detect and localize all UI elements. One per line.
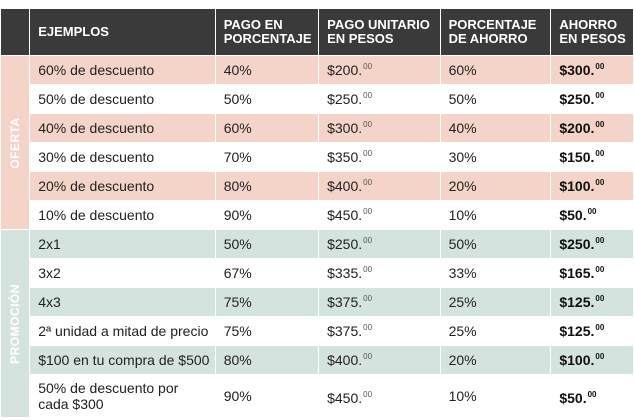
- cell-example: 50% de descuento por cada $300: [29, 374, 216, 418]
- cell-save-pct: 25%: [439, 287, 552, 317]
- cell-unit-price: $250.00: [318, 84, 441, 114]
- cell-unit-price: $300.00: [318, 113, 441, 143]
- header-pago-porcentaje: PAGO EN PORCENTAJE: [214, 8, 320, 56]
- table-row: 10% de descuento 90% $450.00 10% $50.00: [1, 200, 634, 230]
- cell-pay-pct: 67%: [214, 258, 320, 288]
- cell-save-amount: $50.00: [550, 374, 634, 418]
- cell-pay-pct: 75%: [214, 316, 320, 346]
- cell-save-amount: $100.00: [550, 171, 634, 201]
- cell-save-amount: $125.00: [550, 316, 634, 346]
- cell-example: $100 en tu compra de $500: [29, 345, 216, 375]
- cell-example: 50% de descuento: [29, 84, 216, 114]
- cell-save-amount: $200.00: [550, 113, 634, 143]
- table-row: 40% de descuento 60% $300.00 40% $200.00: [1, 113, 634, 143]
- header-pago-unitario: PAGO UNITARIO EN PESOS: [318, 8, 441, 56]
- savings-table: EJEMPLOS PAGO EN PORCENTAJE PAGO UNITARI…: [0, 8, 634, 418]
- table-row: 50% de descuento por cada $300 90% $450.…: [1, 374, 634, 418]
- cell-example: 20% de descuento: [29, 171, 216, 201]
- cell-save-amount: $100.00: [550, 345, 634, 375]
- cell-save-amount: $165.00: [550, 258, 634, 288]
- cell-unit-price: $200.00: [318, 55, 441, 85]
- cell-save-pct: 50%: [439, 229, 552, 259]
- cell-pay-pct: 80%: [214, 171, 320, 201]
- cell-unit-price: $350.00: [318, 142, 441, 172]
- cell-save-amount: $250.00: [550, 84, 634, 114]
- header-ahorro-pesos: AHORRO EN PESOS: [550, 8, 634, 56]
- cell-pay-pct: 50%: [214, 229, 320, 259]
- cell-save-pct: 10%: [439, 374, 552, 418]
- cell-save-pct: 20%: [439, 345, 552, 375]
- table-row: 3x2 67% $335.00 33% $165.00: [1, 258, 634, 288]
- table-row: 4x3 75% $375.00 25% $125.00: [1, 287, 634, 317]
- cell-pay-pct: 90%: [214, 374, 320, 418]
- cell-save-pct: 25%: [439, 316, 552, 346]
- cell-save-pct: 33%: [439, 258, 552, 288]
- cell-example: 60% de descuento: [29, 55, 216, 85]
- cell-unit-price: $400.00: [318, 345, 441, 375]
- table-row: $100 en tu compra de $500 80% $400.00 20…: [1, 345, 634, 375]
- cell-unit-price: $375.00: [318, 316, 441, 346]
- cell-example: 4x3: [29, 287, 216, 317]
- cell-save-pct: 50%: [439, 84, 552, 114]
- table-row: OFERTA 60% de descuento 40% $200.00 60% …: [0, 55, 634, 230]
- cell-pay-pct: 90%: [214, 200, 320, 230]
- cell-pay-pct: 50%: [214, 84, 320, 114]
- header-porcentaje-ahorro: PORCENTAJE DE AHORRO: [439, 8, 552, 56]
- cell-pay-pct: 80%: [214, 345, 320, 375]
- cell-pay-pct: 40%: [214, 55, 320, 85]
- table-row: 30% de descuento 70% $350.00 30% $150.00: [1, 142, 634, 172]
- cell-save-amount: $150.00: [550, 142, 634, 172]
- cell-save-pct: 60%: [439, 55, 552, 85]
- section-label-promocion: PROMOCIÓN: [0, 229, 31, 418]
- cell-example: 2ª unidad a mitad de precio: [29, 316, 216, 346]
- cell-example: 30% de descuento: [29, 142, 216, 172]
- cell-save-pct: 10%: [439, 200, 552, 230]
- cell-save-pct: 20%: [439, 171, 552, 201]
- cell-save-amount: $300.00: [550, 55, 634, 85]
- cell-example: 10% de descuento: [29, 200, 216, 230]
- cell-save-amount: $250.00: [550, 229, 634, 259]
- header-ejemplos: EJEMPLOS: [29, 8, 216, 56]
- cell-unit-price: $335.00: [318, 258, 441, 288]
- cell-example: 3x2: [29, 258, 216, 288]
- cell-unit-price: $400.00: [318, 171, 441, 201]
- cell-unit-price: $450.00: [318, 200, 441, 230]
- cell-example: 40% de descuento: [29, 113, 216, 143]
- header-corner: [0, 8, 31, 56]
- cell-save-pct: 30%: [439, 142, 552, 172]
- cell-unit-price: $375.00: [318, 287, 441, 317]
- cell-pay-pct: 60%: [214, 113, 320, 143]
- cell-example: 2x1: [29, 229, 216, 259]
- table-row: 50% de descuento 50% $250.00 50% $250.00: [1, 84, 634, 114]
- cell-pay-pct: 75%: [214, 287, 320, 317]
- cell-pay-pct: 70%: [214, 142, 320, 172]
- cell-save-pct: 40%: [439, 113, 552, 143]
- cell-unit-price: $250.00: [318, 229, 441, 259]
- cell-save-amount: $50.00: [550, 200, 634, 230]
- table-row: 20% de descuento 80% $400.00 20% $100.00: [1, 171, 634, 201]
- section-label-oferta: OFERTA: [0, 55, 31, 230]
- table-header-row: EJEMPLOS PAGO EN PORCENTAJE PAGO UNITARI…: [0, 8, 634, 56]
- table-row: 2ª unidad a mitad de precio 75% $375.00 …: [1, 316, 634, 346]
- table-row: PROMOCIÓN 2x1 50% $250.00 50% $250.00: [0, 229, 634, 418]
- cell-unit-price: $450.00: [318, 374, 441, 418]
- cell-save-amount: $125.00: [550, 287, 634, 317]
